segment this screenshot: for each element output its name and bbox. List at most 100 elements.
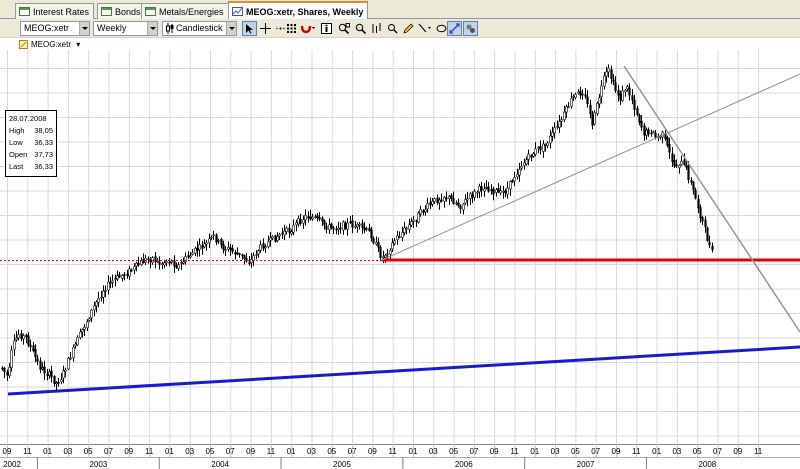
candle-body bbox=[196, 247, 199, 251]
price-chart[interactable]: 09 11 01 03 05 07 09 11 01 03 05 07 09 11 01 03 05 07 09 11… bbox=[0, 38, 800, 469]
candle-body bbox=[410, 221, 413, 226]
candle-body bbox=[53, 376, 56, 384]
candle-body bbox=[100, 296, 103, 299]
candle-body bbox=[90, 309, 93, 319]
tab-interest-rates[interactable]: Interest Rates bbox=[15, 3, 95, 19]
grid-button[interactable] bbox=[284, 21, 299, 36]
x-tick-label: 09 bbox=[3, 447, 12, 456]
candle-body bbox=[419, 209, 422, 215]
zoom-button[interactable] bbox=[353, 21, 368, 36]
x-tick-label: 01 bbox=[287, 447, 296, 456]
tools-button[interactable] bbox=[463, 21, 478, 36]
candle-body bbox=[163, 262, 166, 266]
grid-icon bbox=[19, 7, 30, 16]
candle-body bbox=[6, 371, 9, 376]
candle-body bbox=[41, 367, 44, 370]
candle-body bbox=[504, 190, 507, 194]
candle-body bbox=[560, 119, 563, 122]
candle-body bbox=[50, 370, 53, 378]
candle-body bbox=[542, 143, 545, 152]
chart-type-select[interactable]: Candlestick bbox=[162, 21, 237, 36]
candle-body bbox=[314, 216, 317, 218]
candle-body bbox=[83, 326, 86, 330]
dots-button[interactable] bbox=[273, 21, 288, 36]
candle-body bbox=[60, 379, 63, 382]
candle-body bbox=[671, 153, 674, 163]
candle-body bbox=[262, 242, 265, 249]
zoom-icon bbox=[355, 23, 366, 34]
chevron-down-icon[interactable] bbox=[79, 22, 89, 35]
fit-button[interactable] bbox=[447, 21, 462, 36]
x-year-label: 2002 bbox=[3, 460, 21, 469]
info-date: 28.07.2008 bbox=[9, 114, 47, 123]
pencil-button[interactable] bbox=[401, 21, 416, 36]
candle-body bbox=[539, 146, 542, 151]
zoom-rect-button[interactable] bbox=[336, 21, 351, 36]
candle-body bbox=[297, 218, 300, 225]
candle-body bbox=[29, 344, 32, 348]
candle-body bbox=[15, 337, 18, 340]
candle-body bbox=[267, 241, 270, 248]
candle-body bbox=[603, 75, 606, 87]
candle-body bbox=[168, 261, 171, 264]
candle-body bbox=[668, 144, 671, 153]
chevron-down-icon[interactable] bbox=[226, 22, 236, 35]
chart-icon bbox=[232, 7, 243, 16]
candle-body bbox=[121, 275, 124, 279]
candle-body bbox=[506, 187, 509, 195]
tab-bonds[interactable]: Bonds bbox=[97, 3, 146, 19]
chevron-down-icon[interactable] bbox=[147, 22, 157, 35]
x-tick-label: 05 bbox=[693, 447, 702, 456]
candle-body bbox=[610, 69, 613, 80]
chevron-down-icon[interactable]: ▾ bbox=[76, 40, 81, 49]
x-tick-label: 03 bbox=[307, 447, 316, 456]
series-label[interactable]: MEOG:xetr ▾ bbox=[31, 40, 81, 49]
magnet-icon bbox=[300, 23, 315, 34]
candle-body bbox=[13, 340, 16, 350]
x-year-label: 2007 bbox=[577, 460, 595, 469]
line-tool-button[interactable] bbox=[417, 21, 432, 36]
candle-body bbox=[175, 265, 178, 268]
chart-area[interactable]: 09 11 01 03 05 07 09 11 01 03 05 07 09 11 01 03 05 07 09 11… bbox=[0, 38, 800, 469]
candle-body bbox=[133, 266, 136, 271]
candle-body bbox=[116, 275, 119, 280]
candle-body bbox=[285, 227, 288, 232]
candle-body bbox=[537, 146, 540, 149]
bars-icon bbox=[371, 23, 382, 34]
search-button[interactable] bbox=[385, 21, 400, 36]
candle-body bbox=[452, 198, 455, 205]
candle-body bbox=[483, 188, 486, 192]
search-icon bbox=[387, 23, 398, 34]
x-axis-area bbox=[0, 444, 800, 469]
x-tick-label: 07 bbox=[226, 447, 235, 456]
candle-body bbox=[10, 349, 13, 368]
candle-body bbox=[250, 259, 253, 264]
fit-icon bbox=[449, 23, 460, 34]
candle-body bbox=[335, 228, 338, 231]
period-select[interactable]: Weekly bbox=[93, 21, 158, 36]
candle-body bbox=[551, 132, 554, 137]
candle-body bbox=[694, 189, 697, 199]
magnet-button[interactable] bbox=[300, 21, 315, 36]
oval-button[interactable] bbox=[434, 21, 449, 36]
candle-body bbox=[516, 173, 519, 178]
crosshair-button[interactable] bbox=[258, 21, 273, 36]
dots-icon bbox=[275, 23, 286, 34]
candle-body bbox=[154, 256, 157, 262]
symbol-select[interactable]: MEOG:xetr bbox=[20, 21, 90, 36]
info-open-row: Open 37,73 bbox=[9, 150, 53, 159]
tab-meog-chart[interactable]: MEOG:xetr, Shares, Weekly bbox=[228, 1, 369, 20]
candle-body bbox=[22, 335, 25, 340]
candle-body bbox=[274, 235, 277, 242]
info-button[interactable] bbox=[319, 21, 334, 36]
candle-body bbox=[76, 336, 79, 346]
candle-body bbox=[238, 253, 241, 255]
tab-metals-energies[interactable]: Metals/Energies bbox=[141, 3, 229, 19]
candle-body bbox=[135, 262, 138, 267]
candle-body bbox=[433, 198, 436, 202]
bars-button[interactable] bbox=[369, 21, 384, 36]
candle-body bbox=[408, 224, 411, 230]
cursor-button[interactable] bbox=[242, 21, 257, 36]
cursor-icon bbox=[244, 23, 255, 34]
tab-label: Interest Rates bbox=[33, 6, 90, 17]
